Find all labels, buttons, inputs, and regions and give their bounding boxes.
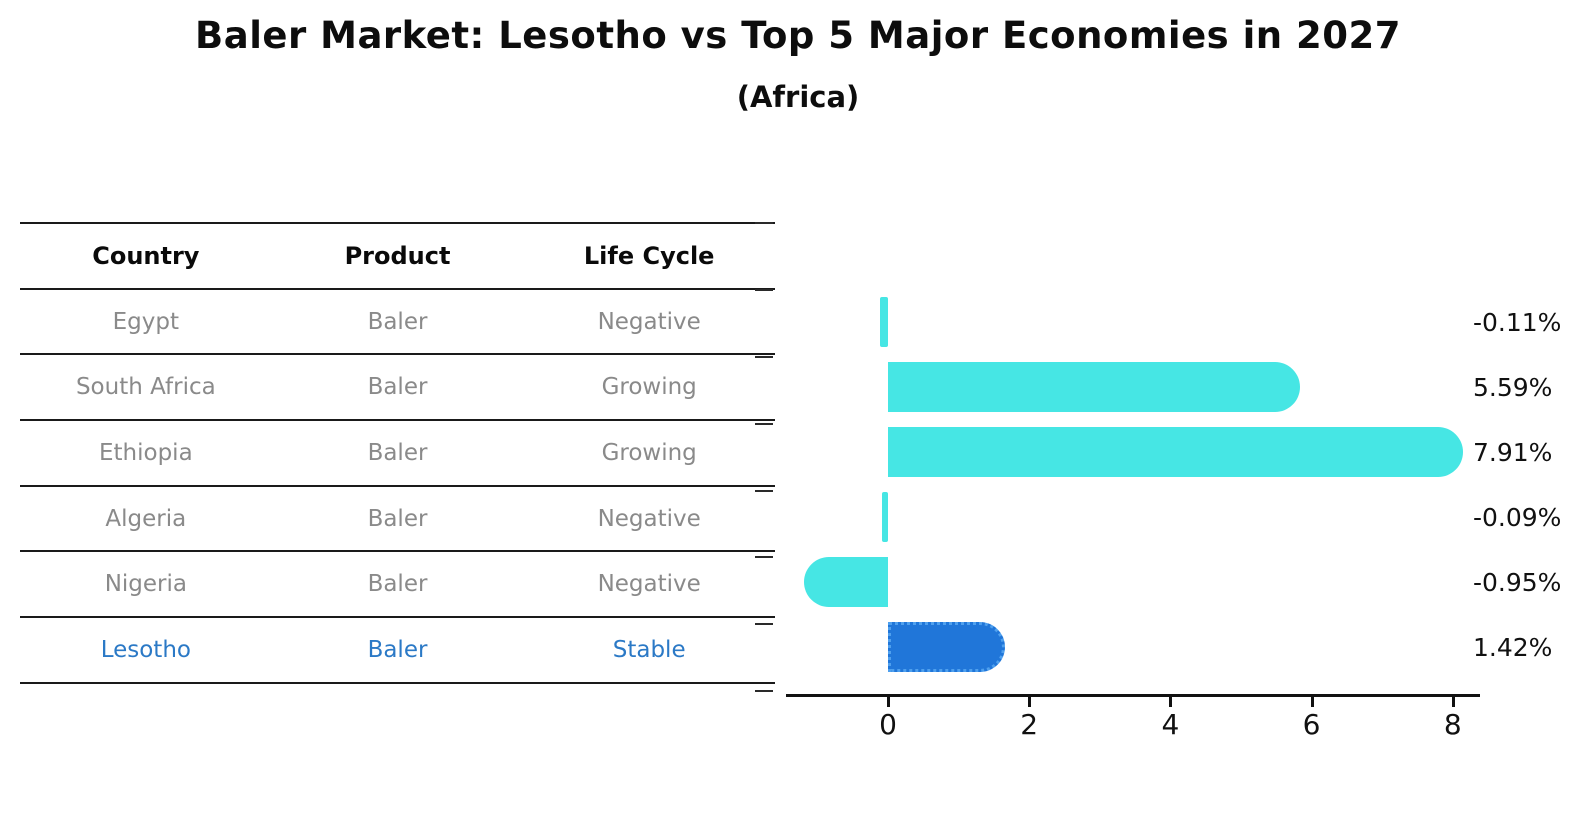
column-header-country: Country (92, 241, 200, 270)
product-cell: Baler (367, 374, 428, 401)
product-cell: Baler (367, 636, 428, 663)
table-row-lesotho: Lesotho Baler Stable (20, 618, 775, 684)
life-cycle-cell: Negative (597, 505, 701, 532)
table-row-south-africa: South Africa Baler Growing (20, 355, 775, 422)
y-axis-tick (755, 490, 773, 492)
country-cell: Ethiopia (98, 439, 193, 466)
table-row-algeria: Algeria Baler Negative (20, 487, 775, 553)
x-axis-tick-label: 0 (879, 708, 897, 741)
bar-ethiopia (888, 427, 1464, 477)
product-cell: Baler (367, 439, 428, 466)
y-axis-tick (755, 222, 773, 224)
y-axis-tick (755, 423, 773, 425)
y-axis-tick (755, 690, 773, 692)
table-header-row: Country Product Life Cycle (20, 224, 775, 290)
comparison-table: Country Product Life Cycle Egypt Baler N… (20, 222, 775, 684)
y-axis-tick (755, 623, 773, 625)
bar-lesotho-highlight (888, 622, 1006, 672)
table-row-egypt: Egypt Baler Negative (20, 290, 775, 356)
x-axis-tick (1310, 697, 1314, 707)
value-label: -0.95% (1473, 568, 1562, 597)
column-header-product: Product (344, 241, 451, 270)
y-axis-tick (755, 289, 773, 291)
x-axis-tick (1028, 697, 1032, 707)
x-axis-spine (786, 694, 1480, 697)
x-axis-tick-label: 2 (1020, 708, 1039, 741)
country-cell: Nigeria (104, 571, 187, 598)
value-label: 7.91% (1473, 438, 1553, 467)
value-label: -0.09% (1473, 503, 1562, 532)
x-axis-tick (1169, 697, 1173, 707)
product-cell: Baler (367, 308, 428, 335)
life-cycle-cell: Stable (612, 636, 686, 663)
country-cell: Algeria (105, 505, 187, 532)
life-cycle-cell: Negative (597, 308, 701, 335)
table-row-nigeria: Nigeria Baler Negative (20, 552, 775, 619)
country-cell: Egypt (112, 308, 180, 335)
column-header-life-cycle: Life Cycle (583, 241, 715, 270)
bar-algeria (881, 492, 888, 542)
value-label: 5.59% (1473, 373, 1553, 402)
value-label: -0.11% (1473, 308, 1562, 337)
bar-south-africa (888, 362, 1300, 412)
x-axis-tick-label: 8 (1443, 708, 1462, 741)
life-cycle-cell: Growing (601, 374, 697, 401)
product-cell: Baler (367, 505, 428, 532)
life-cycle-cell: Negative (597, 571, 701, 598)
x-axis-tick-label: 4 (1161, 708, 1180, 741)
x-axis-tick-label: 6 (1302, 708, 1321, 741)
country-cell: South Africa (75, 374, 216, 401)
y-axis-tick (755, 556, 773, 558)
page-title: Baler Market: Lesotho vs Top 5 Major Eco… (195, 14, 1401, 57)
table-row-ethiopia: Ethiopia Baler Growing (20, 421, 775, 487)
bar-egypt (880, 297, 888, 347)
x-axis-tick (1451, 697, 1455, 707)
bar-nigeria (803, 557, 888, 607)
y-axis-tick (755, 356, 773, 358)
page-subtitle: (Africa) (736, 80, 860, 114)
product-cell: Baler (367, 571, 428, 598)
life-cycle-cell: Growing (601, 439, 697, 466)
x-axis-tick (887, 697, 890, 707)
country-cell: Lesotho (100, 636, 191, 663)
value-label: 1.42% (1473, 633, 1553, 662)
